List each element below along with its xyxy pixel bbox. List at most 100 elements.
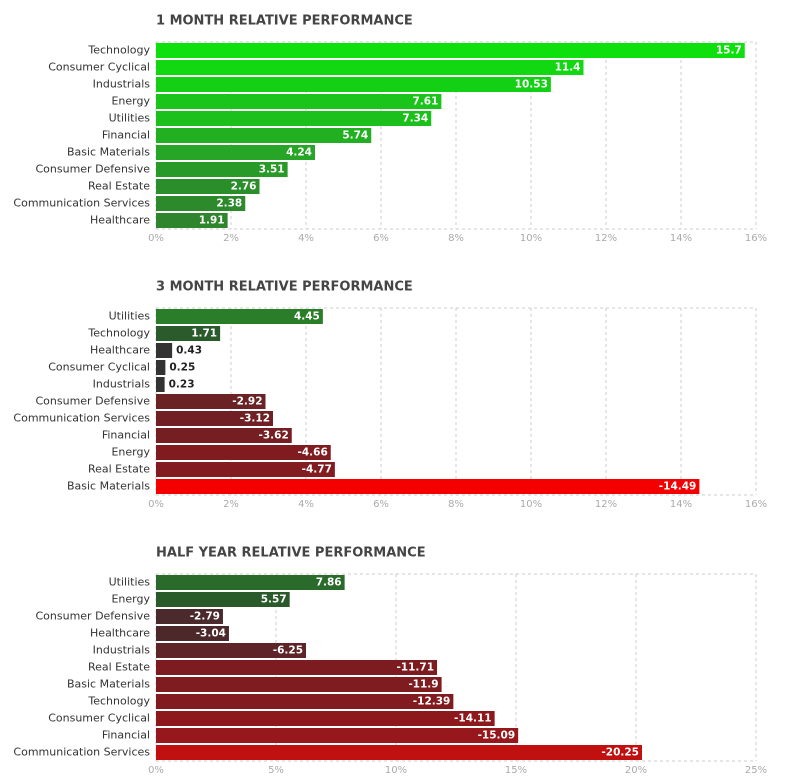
- category-label: Industrials: [93, 78, 151, 91]
- x-tick-label: 16%: [745, 499, 767, 510]
- bar: [156, 711, 495, 726]
- x-tick-label: 10%: [520, 233, 542, 244]
- bar: [156, 479, 700, 494]
- category-label: Energy: [111, 593, 150, 606]
- x-tick-label: 2%: [223, 499, 239, 510]
- bar: [156, 660, 438, 675]
- value-label: 4.45: [294, 311, 320, 323]
- value-label: -15.09: [478, 730, 516, 742]
- bar: [156, 94, 442, 109]
- category-label: Energy: [111, 95, 150, 108]
- value-label: 4.24: [286, 147, 312, 159]
- value-label: 0.23: [169, 379, 195, 391]
- value-label: 7.61: [412, 96, 438, 108]
- bar: [156, 179, 260, 194]
- bar: [156, 609, 223, 624]
- bar: [156, 643, 306, 658]
- x-tick-label: 0%: [148, 499, 164, 510]
- value-label: 1.71: [191, 328, 217, 340]
- bar: [156, 428, 292, 443]
- value-label: 5.74: [342, 130, 368, 142]
- value-label: -11.9: [408, 679, 438, 691]
- category-label: Basic Materials: [67, 678, 150, 691]
- category-label: Industrials: [93, 378, 151, 391]
- bar: [156, 162, 288, 177]
- category-label: Technology: [87, 695, 150, 708]
- bar: [156, 592, 290, 607]
- x-tick-label: 4%: [298, 499, 314, 510]
- category-label: Real Estate: [88, 661, 150, 674]
- x-tick-label: 14%: [670, 233, 692, 244]
- bar: [156, 343, 173, 358]
- bar: [156, 394, 266, 409]
- category-label: Utilities: [109, 576, 151, 589]
- value-label: -20.25: [601, 747, 639, 759]
- category-label: Consumer Defensive: [35, 395, 150, 408]
- category-label: Consumer Defensive: [35, 610, 150, 623]
- value-label: 7.86: [316, 577, 342, 589]
- value-label: 0.43: [176, 345, 202, 357]
- value-label: -4.66: [297, 447, 327, 459]
- category-label: Basic Materials: [67, 146, 150, 159]
- value-label: 7.34: [402, 113, 428, 125]
- value-label: 1.91: [199, 215, 225, 227]
- x-tick-label: 15%: [505, 765, 527, 776]
- x-tick-label: 14%: [670, 499, 692, 510]
- value-label: 2.76: [231, 181, 257, 193]
- bar: [156, 60, 584, 75]
- category-label: Financial: [102, 729, 150, 742]
- category-label: Consumer Cyclical: [48, 61, 150, 74]
- bar: [156, 462, 335, 477]
- x-tick-label: 5%: [268, 765, 284, 776]
- x-tick-label: 0%: [148, 233, 164, 244]
- category-label: Healthcare: [90, 344, 150, 357]
- value-label: -14.11: [454, 713, 492, 725]
- bar: [156, 377, 165, 392]
- category-label: Utilities: [109, 112, 151, 125]
- category-label: Real Estate: [88, 180, 150, 193]
- x-tick-label: 10%: [520, 499, 542, 510]
- x-tick-label: 4%: [298, 233, 314, 244]
- category-label: Healthcare: [90, 627, 150, 640]
- value-label: 0.25: [169, 362, 195, 374]
- bar: [156, 145, 315, 160]
- x-tick-label: 12%: [595, 499, 617, 510]
- value-label: -3.62: [258, 430, 288, 442]
- value-label: -2.79: [190, 611, 220, 623]
- x-tick-label: 2%: [223, 233, 239, 244]
- chart-title: HALF YEAR RELATIVE PERFORMANCE: [156, 546, 426, 561]
- category-label: Consumer Cyclical: [48, 712, 150, 725]
- category-label: Real Estate: [88, 463, 150, 476]
- bar: [156, 445, 331, 460]
- bar: [156, 213, 228, 228]
- value-label: 2.38: [216, 198, 242, 210]
- bar: [156, 196, 246, 211]
- category-label: Energy: [111, 446, 150, 459]
- bar: [156, 309, 323, 324]
- bar: [156, 626, 229, 641]
- category-label: Utilities: [109, 310, 151, 323]
- value-label: -11.71: [396, 662, 434, 674]
- bar: [156, 111, 432, 126]
- category-label: Financial: [102, 429, 150, 442]
- category-label: Technology: [87, 327, 150, 340]
- value-label: -14.49: [659, 481, 697, 493]
- value-label: -4.77: [302, 464, 332, 476]
- chart-title: 3 MONTH RELATIVE PERFORMANCE: [156, 280, 413, 295]
- category-label: Healthcare: [90, 214, 150, 227]
- bar: [156, 43, 745, 58]
- bar: [156, 745, 642, 760]
- category-label: Consumer Defensive: [35, 163, 150, 176]
- value-label: 11.4: [555, 62, 581, 74]
- x-tick-label: 8%: [448, 499, 464, 510]
- value-label: 10.53: [515, 79, 548, 91]
- category-label: Communication Services: [13, 197, 150, 210]
- category-label: Communication Services: [13, 746, 150, 759]
- value-label: -3.04: [196, 628, 226, 640]
- x-tick-label: 10%: [385, 765, 407, 776]
- category-label: Industrials: [93, 644, 151, 657]
- bar: [156, 411, 273, 426]
- category-label: Financial: [102, 129, 150, 142]
- value-label: -6.25: [273, 645, 303, 657]
